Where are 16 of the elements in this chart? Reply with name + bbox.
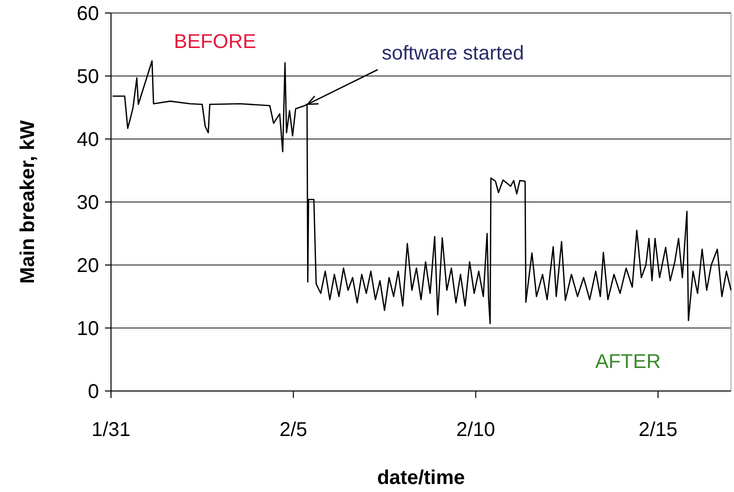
annotation: BEFORE [174,31,256,53]
y-axis-title: Main breaker, kW [17,120,39,284]
y-tick-label: 0 [88,381,99,403]
x-axis-title: date/time [377,467,465,489]
x-tick-label: 2/15 [638,419,678,441]
x-tick-label: 2/5 [279,419,308,441]
x-tick-label: 1/31 [92,419,130,441]
y-tick-label: 20 [76,255,99,277]
annotation: software started [382,42,524,65]
annotation: AFTER [595,351,661,373]
y-tick-label: 30 [76,192,99,214]
y-tick-label: 60 [76,3,99,25]
y-tick-label: 50 [76,66,99,88]
y-tick-label: 10 [76,318,99,340]
x-tick-label: 2/10 [456,419,496,441]
y-tick-label: 40 [76,129,99,151]
